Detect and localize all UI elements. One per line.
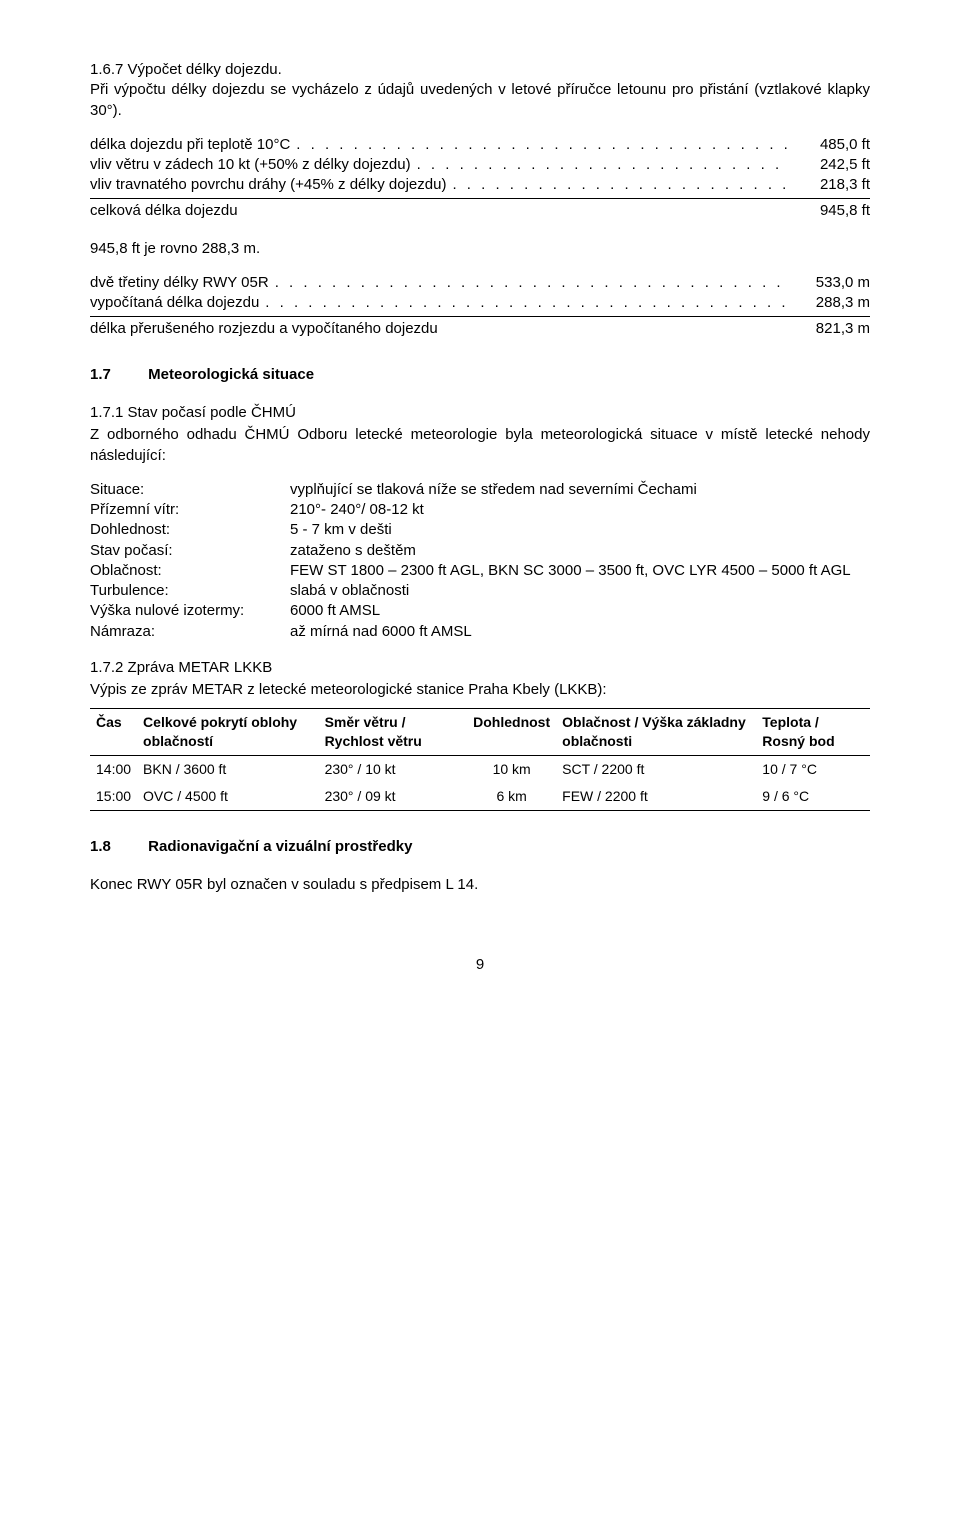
calc-label: dvě třetiny délky RWY 05R [90,273,269,293]
definition-row: Námraza:až mírná nad 6000 ft AMSL [90,622,870,642]
weather-definitions: Situace:vyplňující se tlaková níže se st… [90,480,870,642]
ft-note: 945,8 ft je rovno 288,3 m. [90,239,870,259]
calc-value: 218,3 ft [790,175,870,195]
section-172-body: Výpis ze zpráv METAR z letecké meteorolo… [90,680,870,700]
calc-label: vliv travnatého povrchu dráhy (+45% z dé… [90,175,446,195]
section-num: 1.8 [90,837,144,857]
sum-val: 821,3 m [790,319,870,339]
section-title: Meteorologická situace [148,366,314,383]
definition-key: Turbulence: [90,581,290,601]
definition-row: Přízemní vítr:210°- 240°/ 08-12 kt [90,500,870,520]
definition-row: Výška nulové izotermy:6000 ft AMSL [90,601,870,621]
sum-row: délka přerušeného rozjezdu a vypočítanéh… [90,319,870,339]
definition-value: FEW ST 1800 – 2300 ft AGL, BKN SC 3000 –… [290,561,870,581]
dot-leader: . . . . . . . . . . . . . . . . . . . . … [411,155,790,175]
definition-row: Stav počasí:zataženo s deštěm [90,541,870,561]
table-header: Oblačnost / Výška základny oblačnosti [556,709,756,756]
block-m: dvě třetiny délky RWY 05R. . . . . . . .… [90,273,870,339]
section-18-heading: 1.8 Radionavigační a vizuální prostředky [90,837,870,857]
table-row: 15:00OVC / 4500 ft230° / 09 kt6 kmFEW / … [90,783,870,810]
calc-row: vliv travnatého povrchu dráhy (+45% z dé… [90,175,870,195]
divider [90,198,870,199]
table-cell: BKN / 3600 ft [137,756,319,783]
table-header: Dohlednost [467,709,556,756]
section-17-heading: 1.7 Meteorologická situace [90,365,870,385]
definition-key: Dohlednost: [90,520,290,540]
section-167-body: Při výpočtu délky dojezdu se vycházelo z… [90,81,870,118]
definition-value: vyplňující se tlaková níže se středem na… [290,480,870,500]
definition-value: slabá v oblačnosti [290,581,870,601]
table-row: 14:00BKN / 3600 ft230° / 10 kt10 kmSCT /… [90,756,870,783]
definition-key: Námraza: [90,622,290,642]
table-cell: 14:00 [90,756,137,783]
definition-row: Turbulence:slabá v oblačnosti [90,581,870,601]
metar-table: ČasCelkové pokrytí oblohy oblačnostíSměr… [90,708,870,811]
definition-key: Situace: [90,480,290,500]
definition-key: Stav počasí: [90,541,290,561]
table-cell: 10 / 7 °C [756,756,870,783]
section-172-title: 1.7.2 Zpráva METAR LKKB [90,658,870,678]
calc-label: délka dojezdu při teplotě 10°C [90,135,290,155]
calc-row: délka dojezdu při teplotě 10°C. . . . . … [90,135,870,155]
definition-key: Oblačnost: [90,561,290,581]
calc-row: vypočítaná délka dojezdu. . . . . . . . … [90,293,870,313]
dot-leader: . . . . . . . . . . . . . . . . . . . . … [259,293,790,313]
table-header: Celkové pokrytí oblohy oblačností [137,709,319,756]
calc-row: dvě třetiny délky RWY 05R. . . . . . . .… [90,273,870,293]
definition-row: Dohlednost:5 - 7 km v dešti [90,520,870,540]
definition-key: Výška nulové izotermy: [90,601,290,621]
section-title: Radionavigační a vizuální prostředky [148,838,412,855]
definition-value: 5 - 7 km v dešti [290,520,870,540]
table-cell: 9 / 6 °C [756,783,870,810]
table-cell: 230° / 10 kt [319,756,468,783]
dot-leader: . . . . . . . . . . . . . . . . . . . . … [269,273,790,293]
calc-value: 533,0 m [790,273,870,293]
definition-value: 210°- 240°/ 08-12 kt [290,500,870,520]
table-cell: 15:00 [90,783,137,810]
definition-value: zataženo s deštěm [290,541,870,561]
block-ft: délka dojezdu při teplotě 10°C. . . . . … [90,135,870,221]
table-cell: 230° / 09 kt [319,783,468,810]
definition-value: 6000 ft AMSL [290,601,870,621]
table-cell: 10 km [467,756,556,783]
calc-label: vypočítaná délka dojezdu [90,293,259,313]
definition-row: Oblačnost:FEW ST 1800 – 2300 ft AGL, BKN… [90,561,870,581]
table-header: Čas [90,709,137,756]
dot-leader: . . . . . . . . . . . . . . . . . . . . … [290,135,790,155]
table-header: Teplota / Rosný bod [756,709,870,756]
sum-row: celková délka dojezdu 945,8 ft [90,201,870,221]
calc-value: 242,5 ft [790,155,870,175]
calc-label: vliv větru v zádech 10 kt (+50% z délky … [90,155,411,175]
table-cell: FEW / 2200 ft [556,783,756,810]
definition-key: Přízemní vítr: [90,500,290,520]
calc-row: vliv větru v zádech 10 kt (+50% z délky … [90,155,870,175]
sum-label: délka přerušeného rozjezdu a vypočítanéh… [90,319,790,339]
page-number: 9 [90,955,870,975]
section-171-body: Z odborného odhadu ČHMÚ Odboru letecké m… [90,425,870,466]
sum-val: 945,8 ft [790,201,870,221]
divider [90,316,870,317]
section-18-body: Konec RWY 05R byl označen v souladu s př… [90,875,870,895]
section-167: 1.6.7 Výpočet délky dojezdu. Při výpočtu… [90,60,870,121]
table-header: Směr větru / Rychlost větru [319,709,468,756]
section-171-title: 1.7.1 Stav počasí podle ČHMÚ [90,403,870,423]
table-cell: SCT / 2200 ft [556,756,756,783]
table-cell: OVC / 4500 ft [137,783,319,810]
table-cell: 6 km [467,783,556,810]
dot-leader: . . . . . . . . . . . . . . . . . . . . … [446,175,790,195]
section-num: 1.7 [90,365,144,385]
definition-row: Situace:vyplňující se tlaková níže se st… [90,480,870,500]
section-167-title: 1.6.7 Výpočet délky dojezdu. [90,61,282,78]
definition-value: až mírná nad 6000 ft AMSL [290,622,870,642]
calc-value: 288,3 m [790,293,870,313]
sum-label: celková délka dojezdu [90,201,790,221]
calc-value: 485,0 ft [790,135,870,155]
